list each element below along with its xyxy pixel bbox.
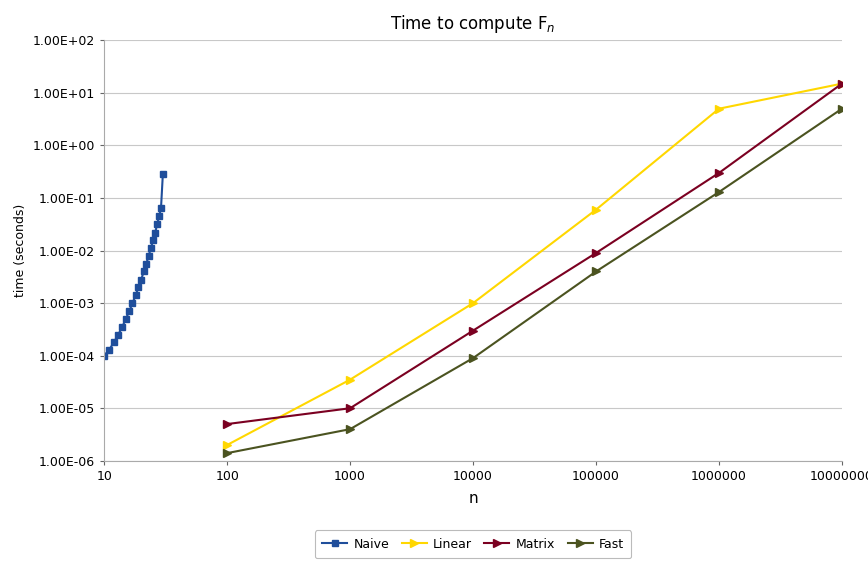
Fast (468, 355, 478, 362)
Fast (713, 188, 724, 195)
Fast (222, 450, 233, 457)
Matrix (591, 249, 602, 256)
Linear (222, 442, 233, 449)
Line: Matrix: Matrix (223, 79, 846, 428)
Naive (150, 229, 161, 236)
Linear (837, 80, 847, 87)
Naive (108, 339, 119, 346)
Matrix (713, 169, 724, 176)
Naive (121, 316, 131, 323)
Naive (99, 352, 109, 359)
Linear (713, 105, 724, 112)
Linear (468, 300, 478, 306)
Line: Naive: Naive (101, 171, 167, 359)
Naive (128, 300, 138, 306)
Naive (136, 276, 147, 283)
Fast (837, 105, 847, 112)
X-axis label: n: n (468, 491, 478, 506)
Naive (152, 221, 162, 228)
Naive (117, 324, 128, 331)
Naive (133, 284, 143, 291)
Fast (345, 426, 355, 433)
Naive (148, 236, 158, 243)
Y-axis label: time (seconds): time (seconds) (14, 204, 27, 297)
Matrix (345, 405, 355, 412)
Title: Time to compute F$_n$: Time to compute F$_n$ (391, 13, 556, 35)
Naive (158, 171, 168, 178)
Naive (130, 292, 141, 299)
Line: Fast: Fast (223, 104, 846, 457)
Naive (154, 213, 164, 219)
Linear (345, 376, 355, 383)
Naive (156, 204, 167, 211)
Naive (143, 252, 154, 259)
Naive (141, 261, 152, 268)
Naive (139, 268, 149, 275)
Naive (104, 346, 115, 353)
Matrix (222, 420, 233, 427)
Matrix (468, 327, 478, 334)
Naive (113, 331, 123, 338)
Naive (146, 245, 156, 252)
Legend: Naive, Linear, Matrix, Fast: Naive, Linear, Matrix, Fast (315, 530, 631, 558)
Matrix (837, 80, 847, 87)
Fast (591, 268, 602, 275)
Line: Linear: Linear (223, 79, 846, 449)
Linear (591, 206, 602, 213)
Naive (124, 308, 135, 314)
